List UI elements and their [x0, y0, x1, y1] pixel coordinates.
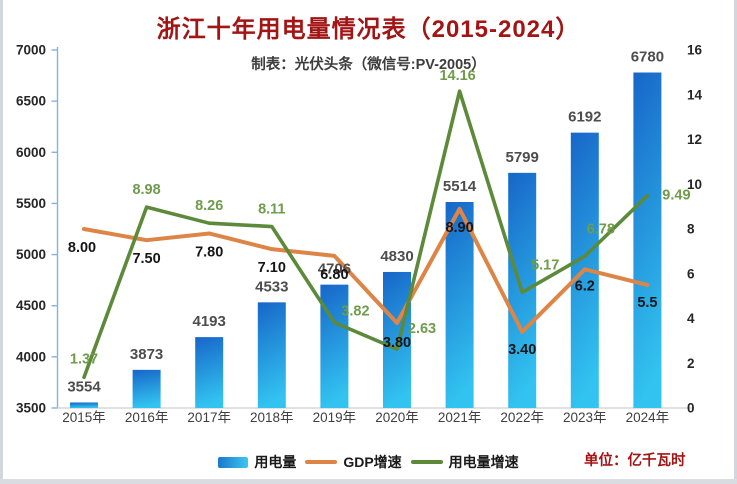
legend-item-consumption: 用电量 — [218, 452, 296, 472]
legend-label: 用电量增速 — [448, 454, 519, 470]
right-axis-label: 0 — [687, 401, 695, 416]
right-axis-label: 2 — [687, 356, 695, 371]
legend-label: GDP增速 — [343, 454, 402, 470]
bar-2016年 — [132, 369, 161, 408]
x-axis-label: 2017年 — [187, 410, 231, 425]
line-value-label: 7.10 — [258, 260, 286, 276]
line-swatch-icon — [410, 460, 443, 464]
x-axis-label: 2016年 — [125, 410, 169, 425]
bar-2020年 — [383, 271, 411, 408]
bar-2017年 — [195, 337, 224, 408]
x-axis-label: 2021年 — [438, 410, 482, 425]
line-value-label: 5.5 — [637, 295, 657, 311]
bar-value-label: 4193 — [193, 313, 226, 330]
line-swatch-icon — [305, 460, 338, 464]
screenshot-edge — [734, 0, 737, 484]
chart-subtitle: 制表：光伏头条（微信号:PV-2005） — [251, 57, 486, 73]
line-value-label: 7.50 — [132, 251, 160, 267]
screenshot-edge — [0, 0, 3, 484]
line-value-label: 8.11 — [258, 202, 285, 218]
line-value-label: 6.2 — [575, 278, 595, 294]
x-axis-label: 2019年 — [313, 410, 357, 425]
legend-label: 用电量 — [254, 454, 297, 470]
bar-2024年 — [633, 72, 662, 408]
bar-2015年 — [70, 402, 98, 408]
chart-title: 浙江十年用电量情况表（2015-2024） — [156, 16, 581, 43]
line-value-label: 9.49 — [662, 188, 690, 204]
screenshot-edge — [0, 479, 737, 484]
line-value-label: 3.80 — [383, 335, 411, 351]
line-value-label: 3.40 — [508, 342, 536, 358]
left-axis-label: 4500 — [16, 298, 46, 313]
line-value-label: 8.90 — [445, 220, 473, 236]
x-axis-label: 2023年 — [563, 410, 607, 425]
line-value-label: 5.17 — [531, 257, 559, 273]
bar-value-label: 6780 — [631, 49, 664, 66]
line-value-label: 8.26 — [195, 198, 223, 214]
x-axis-label: 2018年 — [250, 410, 294, 425]
bar-value-label: 3554 — [67, 378, 101, 395]
x-axis-label: 2015年 — [62, 410, 106, 425]
x-axis-label: 2024年 — [626, 410, 670, 425]
bar-swatch-icon — [218, 456, 249, 468]
line-value-label: 1.37 — [70, 351, 98, 367]
line-value-label: 6.80 — [320, 267, 348, 283]
line-value-label: 8.00 — [68, 240, 96, 256]
bar-value-label: 3873 — [130, 346, 163, 363]
left-axis-label: 4000 — [16, 349, 46, 364]
unit-label: 单位：亿千瓦时 — [584, 453, 686, 469]
left-axis-label: 5000 — [16, 247, 46, 262]
left-axis-label: 3500 — [16, 401, 46, 416]
left-axis-label: 6000 — [16, 145, 46, 160]
right-axis-label: 4 — [687, 311, 695, 326]
bar-value-label: 4533 — [255, 278, 288, 295]
x-axis-label: 2022年 — [500, 410, 544, 425]
chart-legend: 用电量 GDP增速 用电量增速 — [0, 452, 737, 472]
line-value-label: 14.16 — [439, 68, 475, 84]
bar-value-label: 5514 — [443, 178, 477, 195]
right-axis-label: 16 — [687, 43, 703, 58]
line-value-label: 3.82 — [341, 304, 369, 320]
right-axis-label: 14 — [687, 87, 703, 102]
line-value-label: 8.98 — [132, 182, 160, 198]
line-value-label: 2.63 — [408, 321, 436, 337]
line-GDP增速 — [82, 206, 650, 334]
left-axis-label: 5500 — [16, 196, 46, 211]
bar-value-label: 4830 — [380, 248, 413, 265]
bar-2018年 — [257, 302, 286, 408]
bar-value-label: 5799 — [506, 149, 539, 166]
bar-value-label: 6192 — [568, 109, 601, 126]
line-value-label: 6.78 — [587, 221, 615, 237]
bar-value-label: 4706 — [318, 261, 351, 278]
left-axis-label: 6500 — [16, 94, 46, 109]
legend-item-gdp-growth: GDP增速 — [305, 452, 402, 472]
x-axis-label: 2020年 — [375, 410, 419, 425]
bar-2021年 — [445, 201, 474, 408]
right-axis-label: 10 — [687, 177, 702, 192]
right-axis-label: 12 — [687, 132, 702, 147]
line-用电量增速 — [82, 89, 650, 380]
line-value-label: 7.80 — [195, 244, 223, 260]
right-axis-label: 6 — [687, 266, 695, 281]
legend-item-consumption-growth: 用电量增速 — [410, 452, 519, 472]
right-axis-label: 8 — [687, 222, 695, 237]
left-axis-label: 7000 — [16, 43, 46, 58]
